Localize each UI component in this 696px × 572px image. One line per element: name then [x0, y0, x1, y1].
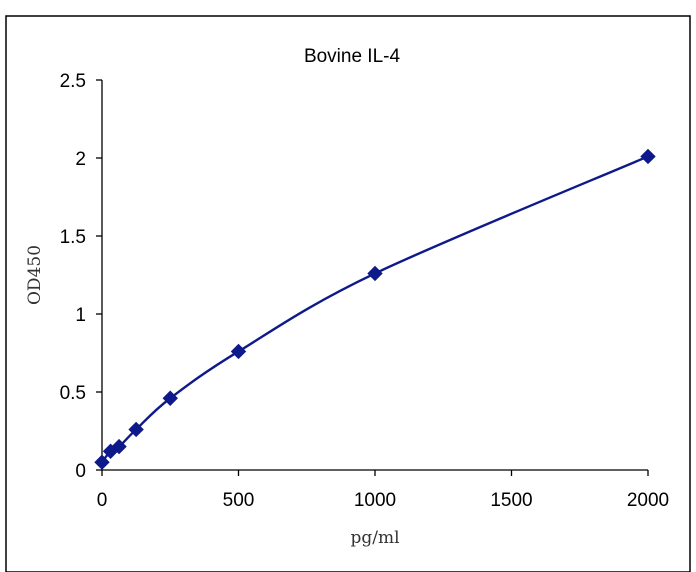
axes: 0 500 1000 1500 2000 0 0.5 1 1.5 2 2.5	[60, 71, 670, 511]
y-tick-label: 0.5	[60, 383, 86, 404]
data-point-marker	[230, 343, 247, 360]
y-axis-title: OD450	[25, 245, 45, 305]
chart-frame	[5, 15, 691, 572]
data-point-marker	[367, 265, 383, 282]
data-point-marker	[128, 421, 144, 438]
y-tick-label: 2.5	[60, 71, 86, 92]
y-tick-label: 0	[75, 461, 86, 482]
x-tick-label: 1500	[490, 490, 532, 511]
chart-title: Bovine IL-4	[304, 46, 401, 67]
data-point-marker	[640, 148, 656, 165]
data-point-marker	[162, 390, 178, 406]
y-tick-label: 2	[75, 149, 86, 170]
y-tick-label: 1	[75, 305, 86, 326]
y-tick-label: 1.5	[60, 227, 86, 248]
x-tick-label: 2000	[627, 490, 669, 511]
x-tick-label: 1000	[354, 490, 396, 511]
data-point-marker	[111, 438, 127, 455]
data-point-marker	[94, 454, 110, 470]
x-tick-label: 0	[97, 490, 108, 511]
x-axis-title: pg/ml	[350, 528, 399, 548]
plot-area	[94, 148, 656, 470]
x-tick-label: 500	[223, 490, 255, 511]
